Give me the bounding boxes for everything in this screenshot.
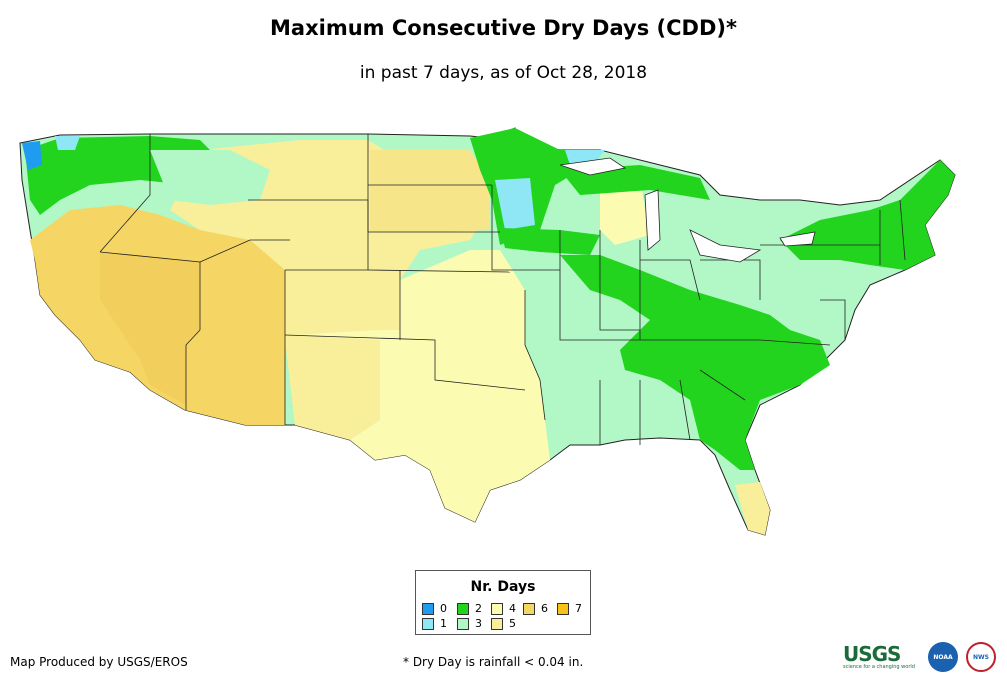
zone-1-wa-inland [55,136,80,150]
zone-5-dakotas [370,150,490,232]
legend-item-3: 3 [457,617,482,630]
zone-1-minnesota [495,178,535,230]
legend: Nr. Days 0 1 2 3 4 5 6 7 [415,570,591,635]
legend-swatch-6 [523,602,535,615]
map-title: Maximum Consecutive Dry Days (CDD)* [270,16,737,40]
zone-3-montana [150,150,270,205]
legend-title: Nr. Days [470,579,536,595]
legend-label-6: 6 [541,602,548,615]
state-boundaries [99,134,906,445]
legend-label-3: 3 [475,617,482,630]
nws-logo-text: NWS [973,653,989,661]
nws-logo: NWS [966,642,996,672]
zone-4-upper-midwest [600,180,650,245]
legend-item-7: 7 [557,602,582,615]
legend-swatch-1 [422,617,434,630]
legend-label-1: 1 [440,617,447,630]
zone-2-northeast [780,160,955,270]
zone-6-great-basin [100,252,200,405]
legend-swatch-5 [491,617,503,630]
great-lakes [559,157,816,263]
usgs-tagline: science for a changing world [843,664,915,670]
legend-item-2: 2 [457,602,482,615]
noaa-logo: NOAA [928,642,958,672]
legend-swatch-4 [491,602,503,615]
legend-label-7: 7 [575,602,582,615]
zone-0-wa-coast [22,141,42,170]
legend-item-0: 0 [422,602,447,615]
legend-swatch-0 [422,602,434,615]
legend-swatch-2 [457,602,469,615]
legend-swatch-3 [457,617,469,630]
legend-label-0: 0 [440,602,447,615]
legend-label-5: 5 [509,617,516,630]
legend-label-2: 2 [475,602,482,615]
zone-2-ohio-valley [560,255,830,470]
legend-item-6: 6 [523,602,548,615]
legend-item-5: 5 [491,617,516,630]
map-subtitle: in past 7 days, as of Oct 28, 2018 [359,63,648,83]
us-dry-days-map [19,127,956,536]
legend-label-4: 4 [509,602,516,615]
zone-2-iowa [500,228,600,255]
noaa-logo-text: NOAA [933,653,953,661]
usgs-logo: USGS [843,642,901,666]
zone-5-florida [735,482,770,535]
legend-item-1: 1 [422,617,447,630]
legend-swatch-7 [557,602,569,615]
dry-day-footnote: * Dry Day is rainfall < 0.04 in. [403,655,584,669]
zone-4-texas [290,250,550,522]
map-credit: Map Produced by USGS/EROS [10,655,188,669]
legend-item-4: 4 [491,602,516,615]
